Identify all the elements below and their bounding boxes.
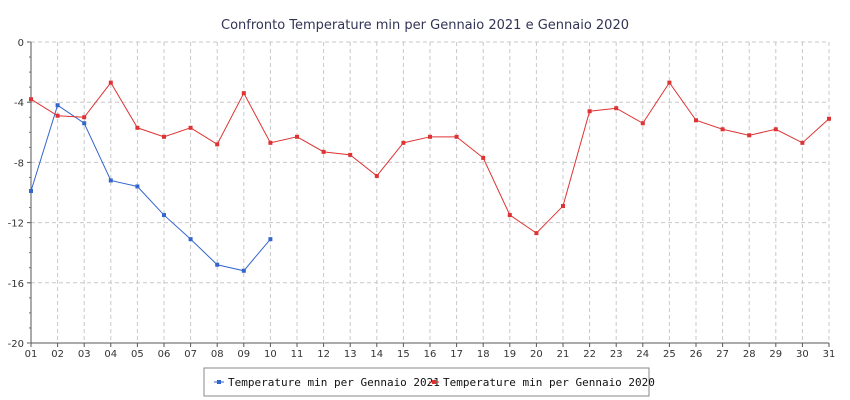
data-point bbox=[135, 125, 140, 130]
legend-item: Temperature min per Gennaio 2020 bbox=[429, 376, 655, 389]
data-point bbox=[374, 173, 379, 178]
x-tick-label: 16 bbox=[424, 349, 437, 360]
legend-label: Temperature min per Gennaio 2021 bbox=[228, 376, 440, 389]
grid bbox=[30, 41, 830, 344]
x-tick-label: 31 bbox=[823, 349, 836, 360]
data-point bbox=[561, 204, 565, 209]
legend-box bbox=[203, 367, 650, 397]
y-tick-label: -16 bbox=[8, 279, 24, 290]
data-point bbox=[827, 116, 831, 121]
x-tick-label: 20 bbox=[530, 349, 543, 360]
data-point bbox=[268, 237, 273, 242]
x-tick-label: 28 bbox=[743, 349, 756, 360]
data-point bbox=[241, 91, 246, 96]
data-point bbox=[481, 155, 486, 160]
data-point bbox=[268, 140, 273, 145]
series-line bbox=[30, 104, 271, 272]
data-point bbox=[614, 106, 619, 111]
data-point bbox=[640, 121, 645, 126]
data-point bbox=[773, 127, 778, 132]
data-point bbox=[162, 213, 166, 218]
legend-swatch-marker bbox=[217, 380, 221, 384]
data-point bbox=[667, 80, 672, 85]
data-point bbox=[108, 178, 113, 183]
data-point bbox=[108, 80, 113, 85]
x-tick-label: 24 bbox=[636, 349, 649, 360]
series-2 bbox=[29, 80, 831, 236]
x-tick-label: 07 bbox=[184, 349, 197, 360]
x-tick-label: 09 bbox=[237, 349, 250, 360]
x-tick-label: 18 bbox=[477, 349, 490, 360]
chart-title: Confronto Temperature min per Gennaio 20… bbox=[221, 18, 629, 33]
data-point bbox=[401, 140, 406, 145]
legend-label: Temperature min per Gennaio 2020 bbox=[443, 376, 655, 389]
data-point bbox=[82, 115, 87, 120]
x-tick-label: 03 bbox=[78, 349, 91, 360]
x-tick-label: 17 bbox=[450, 349, 463, 360]
data-point bbox=[747, 133, 752, 138]
x-tick-label: 02 bbox=[51, 349, 64, 360]
data-point bbox=[29, 97, 33, 102]
x-tick-label: 01 bbox=[25, 349, 38, 360]
x-tick-label: 30 bbox=[796, 349, 809, 360]
x-tick-label: 26 bbox=[690, 349, 703, 360]
y-tick-label: -8 bbox=[14, 158, 24, 169]
data-point bbox=[82, 121, 87, 126]
x-tick-label: 21 bbox=[557, 349, 570, 360]
data-point bbox=[215, 262, 220, 267]
x-tick-label: 11 bbox=[291, 349, 304, 360]
data-point bbox=[694, 118, 698, 123]
x-tick-label: 05 bbox=[131, 349, 144, 360]
y-tick-label: -12 bbox=[8, 219, 24, 230]
x-tick-label: 22 bbox=[583, 349, 596, 360]
data-point bbox=[428, 134, 432, 139]
data-point bbox=[720, 127, 725, 132]
data-point bbox=[135, 184, 140, 189]
x-tick-label: 06 bbox=[158, 349, 171, 360]
x-tick-label: 25 bbox=[663, 349, 676, 360]
data-point bbox=[348, 152, 353, 157]
data-point bbox=[321, 149, 326, 154]
data-point bbox=[188, 237, 193, 242]
data-point bbox=[534, 231, 539, 236]
x-tick-label: 12 bbox=[317, 349, 330, 360]
x-tick-label: 14 bbox=[370, 349, 383, 360]
x-tick-label: 15 bbox=[397, 349, 410, 360]
data-point bbox=[587, 109, 592, 114]
data-point bbox=[162, 134, 166, 139]
data-point bbox=[454, 134, 459, 139]
y-tick-label: 0 bbox=[18, 38, 24, 49]
data-point bbox=[188, 125, 193, 130]
y-tick-label: -20 bbox=[8, 339, 24, 350]
x-tick-label: 27 bbox=[716, 349, 729, 360]
data-point bbox=[800, 140, 805, 145]
legend-item: Temperature min per Gennaio 2021 bbox=[214, 376, 440, 389]
x-tick-label: 19 bbox=[503, 349, 516, 360]
y-tick-label: -4 bbox=[14, 98, 24, 109]
data-point bbox=[507, 213, 512, 218]
legend-swatch-marker bbox=[432, 380, 436, 384]
x-tick-label: 04 bbox=[104, 349, 117, 360]
x-tick-label: 13 bbox=[344, 349, 357, 360]
x-tick-label: 23 bbox=[610, 349, 623, 360]
series-1 bbox=[29, 103, 273, 273]
data-point bbox=[55, 113, 60, 118]
data-point bbox=[295, 134, 299, 139]
x-tick-label: 10 bbox=[264, 349, 277, 360]
x-tick-label: 08 bbox=[211, 349, 224, 360]
data-point bbox=[241, 268, 246, 273]
legend: Temperature min per Gennaio 2021 Temperat… bbox=[203, 367, 655, 397]
x-tick-label: 29 bbox=[769, 349, 782, 360]
data-point bbox=[215, 142, 220, 147]
data-point bbox=[29, 188, 33, 193]
data-point bbox=[55, 103, 60, 108]
series-layer bbox=[29, 80, 831, 273]
